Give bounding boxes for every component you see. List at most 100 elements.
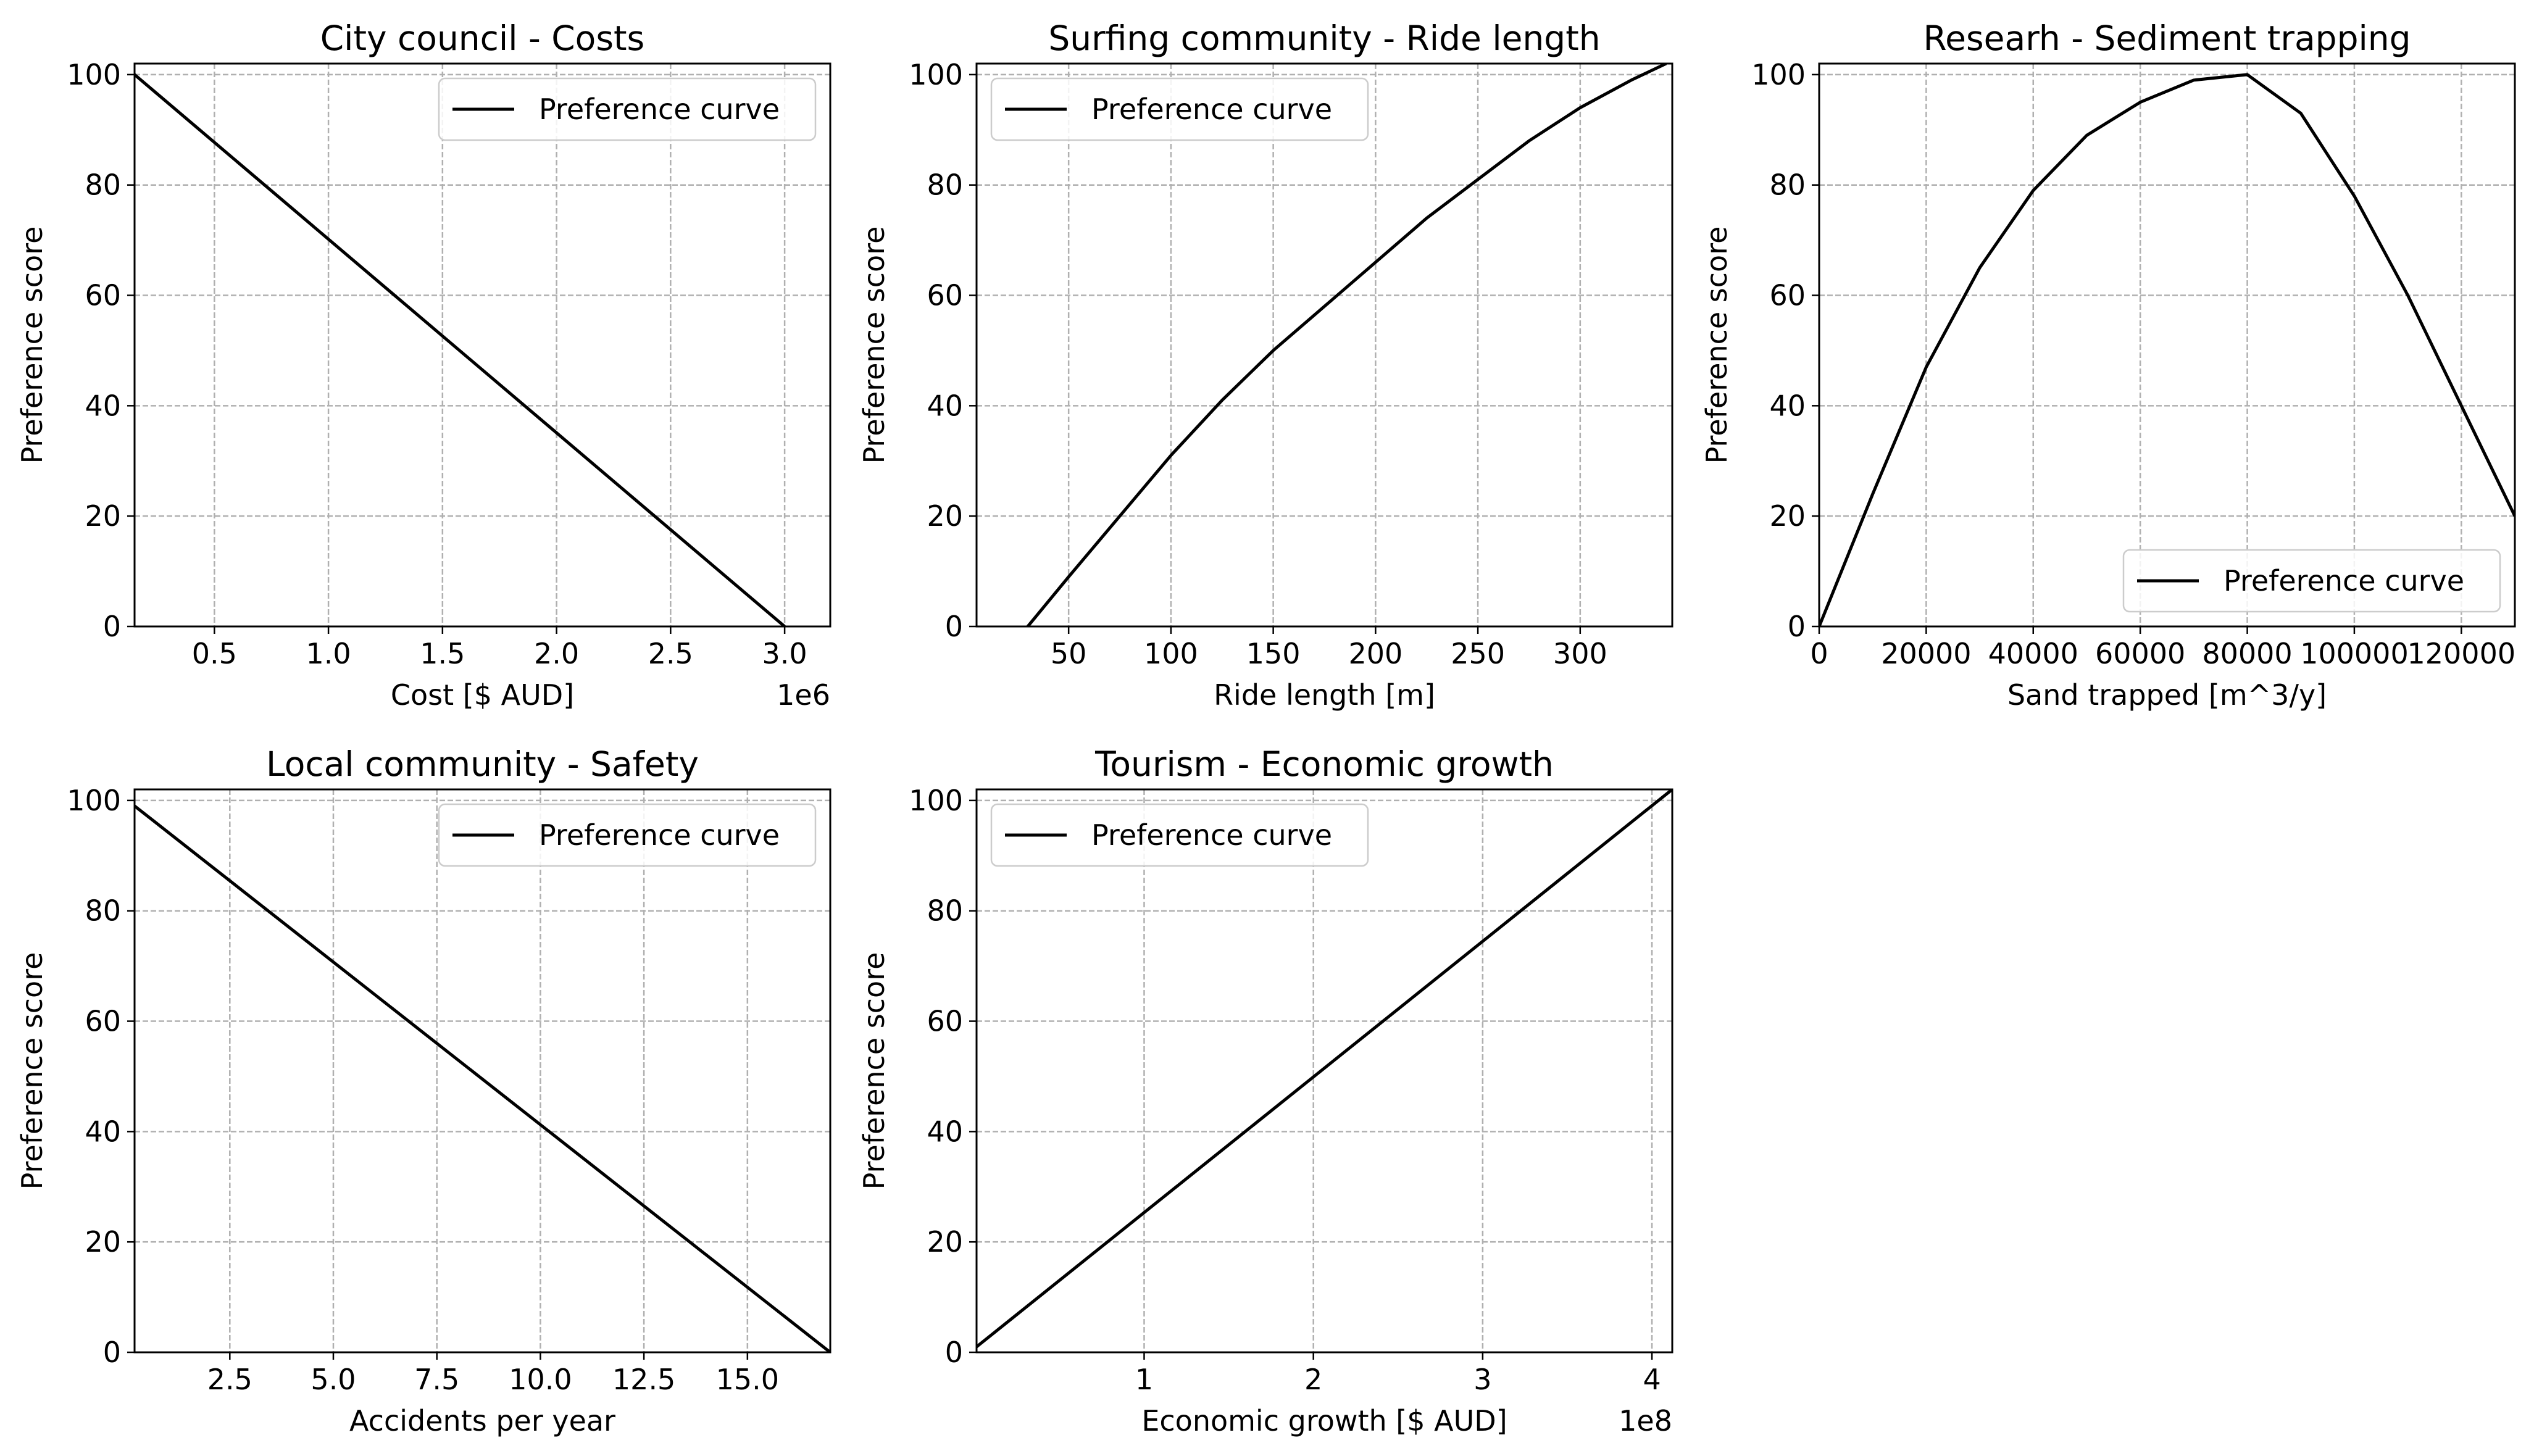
x-tick-label: 150 (1246, 637, 1301, 670)
y-tick-label: 40 (927, 1115, 963, 1148)
x-offset-label: 1e8 (1619, 1404, 1672, 1437)
axes-frame (133, 788, 831, 1354)
legend-box (438, 803, 817, 867)
x-tick-label: 1.0 (306, 637, 351, 670)
y-tick-label: 0 (103, 610, 121, 643)
series-line (1026, 64, 1667, 626)
x-tick-label: 1.5 (420, 637, 465, 670)
x-tick-label: 1 (1135, 1363, 1153, 1396)
y-tick-label: 0 (103, 1336, 121, 1369)
y-tick-label: 80 (85, 168, 121, 202)
y-tick-label: 100 (67, 58, 121, 91)
x-tick-label: 7.5 (414, 1363, 459, 1396)
legend: Preference curve (2122, 549, 2501, 613)
x-tick-label: 200 (1348, 637, 1402, 670)
y-tick-label: 80 (927, 168, 963, 202)
y-axis-label: Preference score (857, 952, 891, 1190)
x-tick-label: 100000 (2300, 637, 2409, 670)
axes-frame (1818, 62, 2516, 628)
y-tick-label: 100 (909, 58, 963, 91)
y-tick-label: 20 (927, 499, 963, 533)
y-tick-label: 0 (945, 610, 963, 643)
x-tick-label: 2.5 (207, 1363, 252, 1396)
x-tick-label: 4 (1643, 1363, 1661, 1396)
y-tick-label: 40 (85, 1115, 121, 1148)
y-tick-label: 80 (1769, 168, 1806, 202)
y-axis-label: Preference score (15, 227, 49, 464)
y-tick-label: 40 (85, 389, 121, 422)
y-tick-label: 100 (1751, 58, 1806, 91)
subplot-2: 50 100 150 200 250 300 0 20 40 60 80 100 Surfing com… (857, 19, 1673, 712)
x-tick-label: 3 (1473, 1363, 1491, 1396)
x-tick-label: 2 (1304, 1363, 1322, 1396)
y-tick-label: 40 (927, 389, 963, 422)
legend-box (438, 77, 817, 141)
x-tick-label: 2.0 (534, 637, 579, 670)
axes-frame (975, 62, 1673, 628)
x-tick-label: 12.5 (612, 1363, 675, 1396)
y-axis-label: Preference score (15, 952, 49, 1190)
legend-box (990, 77, 1369, 141)
y-tick-label: 60 (927, 1005, 963, 1038)
x-tick-label: 5.0 (310, 1363, 356, 1396)
subplot-title: Researh - Sediment trapping (1923, 19, 2411, 58)
x-tick-label: 100 (1144, 637, 1198, 670)
x-tick-label: 300 (1553, 637, 1607, 670)
x-tick-label: 2.5 (648, 637, 693, 670)
y-tick-label: 40 (1769, 389, 1806, 422)
x-tick-label: 15.0 (716, 1363, 779, 1396)
y-tick-label: 60 (85, 279, 121, 312)
legend: Preference curve (990, 803, 1369, 867)
axes-frame (133, 62, 831, 628)
series-line (1819, 73, 2515, 626)
x-tick-label: 120000 (2407, 637, 2516, 670)
y-tick-label: 60 (927, 279, 963, 312)
legend: Preference curve (438, 77, 817, 141)
x-tick-label: 60000 (2095, 637, 2185, 670)
x-tick-label: 0 (1810, 637, 1828, 670)
x-tick-label: 50 (1051, 637, 1087, 670)
x-axis-label: Ride length [m] (1214, 678, 1435, 712)
legend-box (2122, 549, 2501, 613)
x-tick-label: 20000 (1881, 637, 1971, 670)
x-axis-label: Accidents per year (349, 1404, 615, 1437)
y-tick-label: 60 (85, 1005, 121, 1038)
y-tick-label: 100 (67, 784, 121, 817)
legend: Preference curve (990, 77, 1369, 141)
x-axis-label: Sand trapped [m^3/y] (2007, 678, 2327, 712)
x-axis-label: Economic growth [$ AUD] (1141, 1404, 1507, 1437)
axes-frame (975, 788, 1673, 1354)
subplot-title: Tourism - Economic growth (1094, 744, 1554, 784)
subplot-title: Local community - Safety (266, 744, 699, 784)
x-tick-label: 10.0 (509, 1363, 572, 1396)
subplot-4: 2.5 5.0 7.5 10.0 12.5 15.0 0 20 40 60 80 100 Local c… (15, 744, 831, 1437)
y-tick-label: 0 (945, 1336, 963, 1369)
series-line (135, 804, 830, 1352)
y-tick-label: 80 (85, 894, 121, 928)
x-tick-label: 0.5 (192, 637, 237, 670)
y-axis-label: Preference score (1700, 227, 1733, 464)
legend: Preference curve (438, 803, 817, 867)
subplot-title: Surfing community - Ride length (1048, 19, 1600, 58)
x-axis-label: Cost [$ AUD] (391, 678, 574, 712)
legend-label: Preference curve (539, 818, 780, 852)
y-tick-label: 20 (1769, 499, 1806, 533)
x-tick-label: 80000 (2202, 637, 2292, 670)
legend-box (990, 803, 1369, 867)
y-axis-label: Preference score (857, 227, 891, 464)
y-tick-label: 20 (927, 1225, 963, 1258)
legend-label: Preference curve (2224, 564, 2464, 597)
y-tick-label: 20 (85, 499, 121, 533)
y-tick-label: 20 (85, 1225, 121, 1258)
x-tick-label: 40000 (1988, 637, 2078, 670)
y-tick-label: 80 (927, 894, 963, 928)
subplot-title: City council - Costs (320, 19, 644, 58)
x-tick-label: 250 (1451, 637, 1505, 670)
series-line (977, 789, 1672, 1349)
legend-label: Preference curve (1091, 93, 1332, 126)
legend-label: Preference curve (1091, 818, 1332, 852)
x-tick-label: 3.0 (762, 637, 807, 670)
